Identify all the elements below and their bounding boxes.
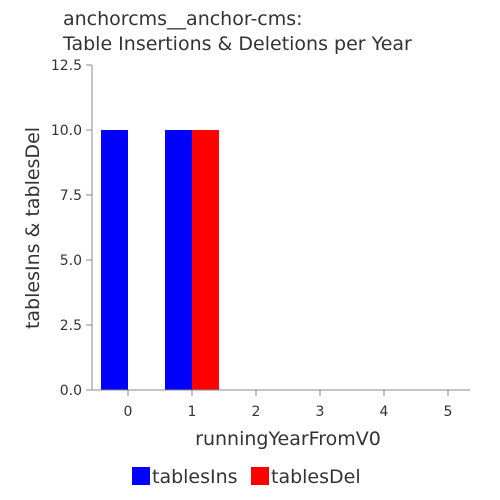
x-tick-label: 0 bbox=[124, 404, 133, 420]
bars-layer bbox=[101, 130, 219, 390]
x-tick-label: 1 bbox=[188, 404, 197, 420]
legend-label-tablesIns: tablesIns bbox=[152, 466, 238, 488]
x-tick-label: 3 bbox=[316, 404, 325, 420]
chart-title-line-2: Table Insertions & Deletions per Year bbox=[62, 33, 412, 55]
y-tick-label: 7.5 bbox=[60, 188, 82, 204]
x-axis-title: runningYearFromV0 bbox=[195, 428, 381, 450]
legend: tablesIns tablesDel bbox=[132, 466, 361, 488]
y-axis-title: tablesIns & tablesDel bbox=[22, 127, 44, 329]
axes-layer: 0.0 2.5 5.0 7.5 10.0 12.5 0 1 2 3 4 5 bbox=[51, 58, 470, 420]
x-tick-label: 5 bbox=[444, 404, 453, 420]
y-tick-label: 10.0 bbox=[51, 123, 82, 139]
bar-tablesIns-0 bbox=[101, 130, 128, 390]
y-tick-label: 0.0 bbox=[60, 383, 82, 399]
y-tick-label: 12.5 bbox=[51, 58, 82, 74]
y-tick-label: 5.0 bbox=[60, 253, 82, 269]
legend-swatch-tablesIns bbox=[132, 467, 150, 485]
chart-title-line-1: anchorcms__anchor-cms: bbox=[63, 8, 303, 30]
x-tick-label: 4 bbox=[380, 404, 389, 420]
bar-tablesIns-1 bbox=[165, 130, 192, 390]
y-tick-label: 2.5 bbox=[60, 318, 82, 334]
x-tick-label: 2 bbox=[252, 404, 261, 420]
legend-swatch-tablesDel bbox=[251, 467, 269, 485]
bar-tablesDel-1 bbox=[192, 130, 219, 390]
chart-title: anchorcms__anchor-cms: Table Insertions … bbox=[62, 8, 412, 55]
legend-label-tablesDel: tablesDel bbox=[271, 466, 361, 488]
